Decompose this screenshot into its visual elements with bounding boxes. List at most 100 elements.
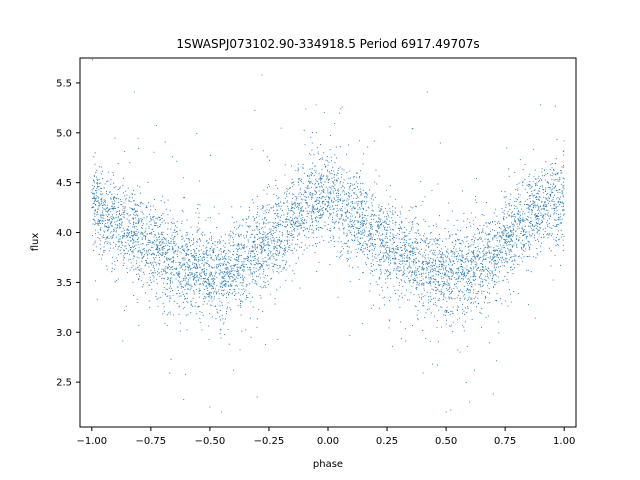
data-point (469, 270, 471, 272)
data-point (277, 239, 279, 241)
data-point (208, 281, 210, 283)
data-point (179, 272, 181, 274)
data-point (494, 270, 496, 272)
data-point (187, 259, 189, 262)
data-point (548, 215, 550, 217)
data-point (352, 206, 354, 208)
data-point (319, 177, 321, 179)
data-point (404, 244, 406, 246)
data-point (354, 224, 356, 226)
data-point (231, 280, 233, 282)
data-point (153, 272, 155, 274)
data-point (401, 280, 403, 282)
data-point (464, 236, 466, 238)
data-point (161, 252, 163, 254)
data-point (480, 238, 482, 240)
data-point (170, 237, 172, 240)
data-point (344, 212, 346, 214)
data-point (400, 255, 402, 257)
data-point (496, 222, 499, 224)
data-point (466, 269, 468, 271)
data-point (545, 161, 547, 163)
data-point (508, 251, 510, 253)
data-point (437, 239, 439, 241)
data-point (503, 232, 505, 235)
data-point (115, 231, 117, 233)
data-point (380, 208, 383, 210)
data-point (387, 229, 389, 231)
data-point (287, 224, 289, 226)
data-point (147, 257, 149, 259)
data-point (134, 203, 136, 205)
data-point (173, 259, 175, 262)
data-point (103, 204, 106, 206)
data-point (251, 245, 253, 247)
data-point (304, 192, 306, 194)
data-point (254, 280, 256, 282)
data-point (400, 228, 403, 230)
data-point (230, 309, 232, 311)
data-point (185, 285, 187, 287)
data-point (185, 297, 187, 299)
data-point (329, 213, 331, 215)
data-point (265, 244, 267, 246)
data-point (512, 255, 514, 257)
data-point (216, 259, 218, 261)
data-point (539, 229, 541, 231)
data-point (308, 226, 311, 228)
data-point (239, 349, 241, 351)
data-point (246, 294, 248, 296)
data-point (228, 239, 230, 241)
data-point (433, 254, 435, 256)
data-point (264, 284, 266, 286)
data-point (350, 185, 352, 187)
data-point (463, 330, 465, 332)
data-point (485, 254, 487, 256)
data-point (307, 185, 309, 187)
data-point (355, 172, 358, 174)
data-point (444, 227, 446, 230)
data-point (216, 241, 218, 244)
data-point (485, 316, 487, 318)
data-point (103, 250, 105, 252)
data-point (333, 179, 336, 181)
data-point (240, 206, 242, 208)
data-point (162, 231, 164, 233)
data-point (524, 250, 526, 252)
data-point (442, 267, 444, 269)
data-point (541, 214, 543, 216)
data-point (524, 213, 526, 215)
data-point (387, 257, 389, 259)
data-point (174, 245, 176, 247)
data-point (409, 231, 411, 233)
data-point (400, 260, 402, 262)
data-point (95, 197, 97, 199)
data-point (273, 227, 275, 229)
data-point (326, 206, 328, 208)
data-point (127, 187, 129, 189)
data-point (420, 248, 422, 250)
data-point (158, 241, 160, 243)
data-point (320, 216, 322, 218)
data-point (199, 317, 201, 320)
data-point (459, 275, 461, 277)
data-point (160, 241, 162, 243)
data-point (392, 249, 395, 251)
data-point (496, 215, 498, 217)
data-point (479, 256, 481, 258)
data-point (234, 244, 236, 246)
data-point (445, 238, 447, 240)
data-point (278, 272, 280, 274)
data-point (536, 225, 539, 227)
data-point (93, 186, 96, 188)
data-point (336, 211, 338, 213)
data-point (403, 241, 405, 244)
data-point (319, 241, 321, 243)
data-point (249, 317, 251, 319)
data-point (150, 205, 152, 207)
data-point (387, 224, 389, 226)
data-point (331, 216, 334, 218)
data-point (141, 260, 143, 262)
data-point (414, 237, 416, 240)
data-point (538, 206, 540, 208)
